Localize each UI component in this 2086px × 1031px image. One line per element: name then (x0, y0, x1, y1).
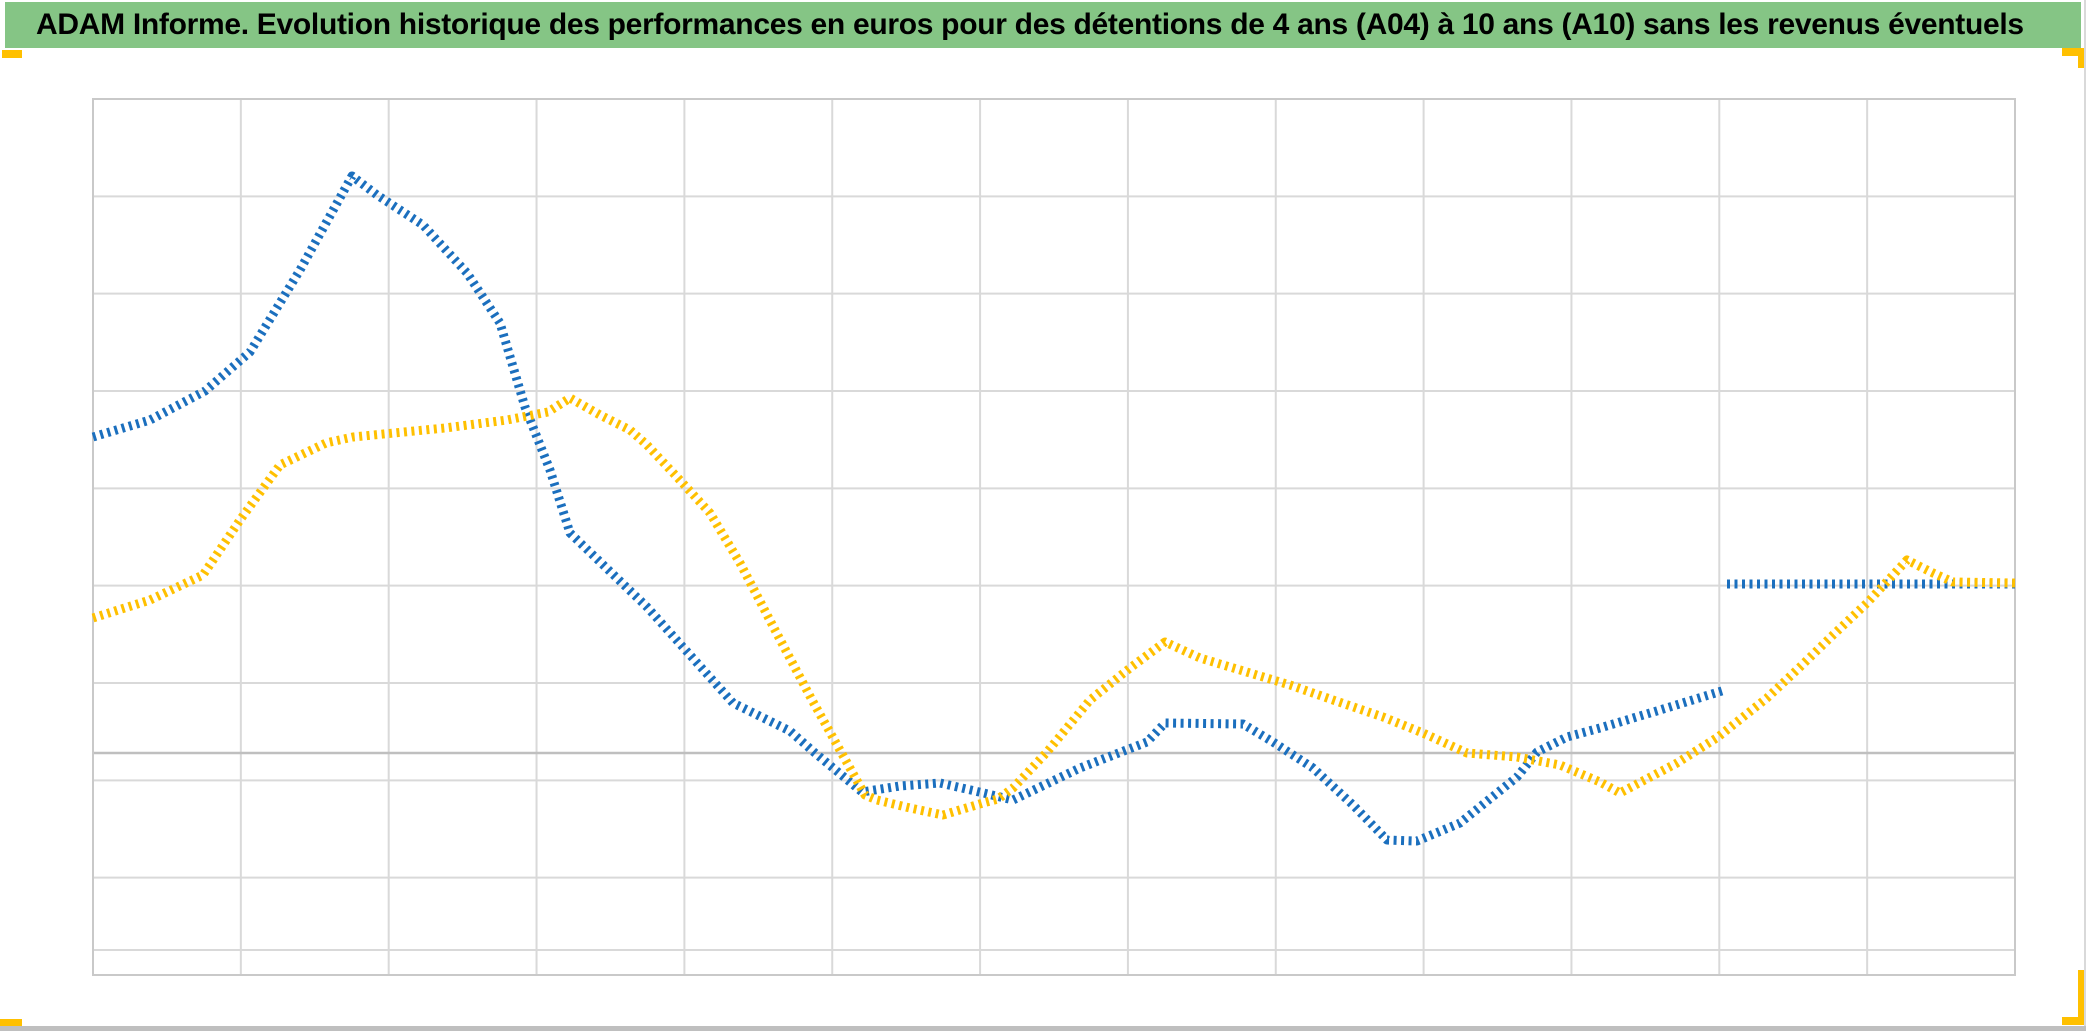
range-handle-bottom-left (0, 1019, 22, 1028)
range-corner-bottom-right-horizontal (2062, 1017, 2086, 1025)
blue-series-line (91, 171, 1727, 846)
range-corner-bottom-right-vertical (2078, 970, 2086, 1025)
plot-border (92, 98, 2016, 976)
range-corner-top-right-horizontal (2062, 48, 2086, 56)
gold-series-line (91, 393, 2016, 820)
range-handle-top-left (2, 50, 22, 58)
bottom-gray-bar (0, 1026, 2086, 1031)
title-bar: ADAM Informe. Evolution historique des p… (5, 2, 2081, 48)
page-title: ADAM Informe. Evolution historique des p… (36, 8, 2024, 41)
range-corner-top-right-vertical (2078, 48, 2086, 68)
screen-right-edge (2084, 0, 2086, 1031)
